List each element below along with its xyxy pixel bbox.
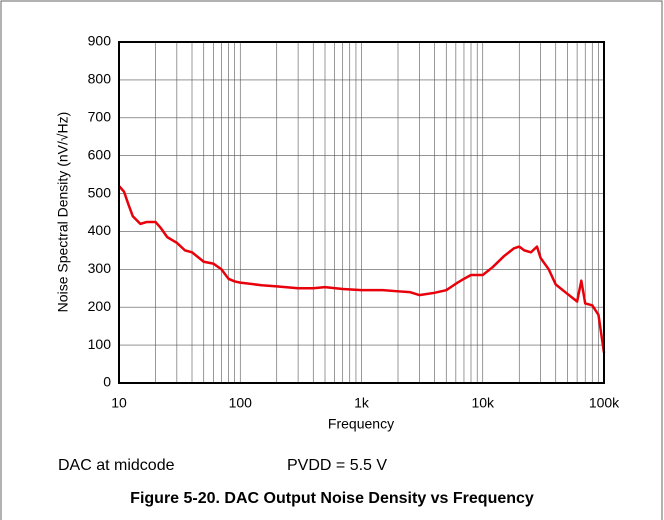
x-tick-label: 10 bbox=[111, 395, 127, 411]
chart-title: Figure 5-20. DAC Output Noise Density vs… bbox=[130, 490, 534, 507]
y-tick-label: 200 bbox=[88, 298, 112, 314]
x-tick-label: 100k bbox=[589, 395, 620, 411]
y-tick-label: 0 bbox=[103, 374, 111, 390]
y-tick-label: 900 bbox=[88, 33, 112, 49]
data-line bbox=[118, 185, 606, 353]
plot-border bbox=[118, 41, 605, 384]
y-tick-label: 500 bbox=[88, 184, 112, 200]
y-tick-label: 100 bbox=[88, 336, 112, 352]
x-axis-label: Frequency bbox=[328, 416, 394, 432]
annotation: DAC at midcode bbox=[58, 457, 175, 474]
y-tick-label: 600 bbox=[88, 146, 112, 162]
y-axis-label: Noise Spectral Density (nV/√Hz) bbox=[55, 112, 71, 313]
x-tick-label: 100 bbox=[229, 395, 253, 411]
y-tick-label: 700 bbox=[88, 108, 112, 124]
y-tick-label: 300 bbox=[88, 260, 112, 276]
y-tick-label: 800 bbox=[88, 71, 112, 87]
x-tick-label: 10k bbox=[471, 395, 495, 411]
y-tick-label: 400 bbox=[88, 222, 112, 238]
annotation: PVDD = 5.5 V bbox=[287, 457, 387, 474]
x-tick-label: 1k bbox=[354, 395, 370, 411]
